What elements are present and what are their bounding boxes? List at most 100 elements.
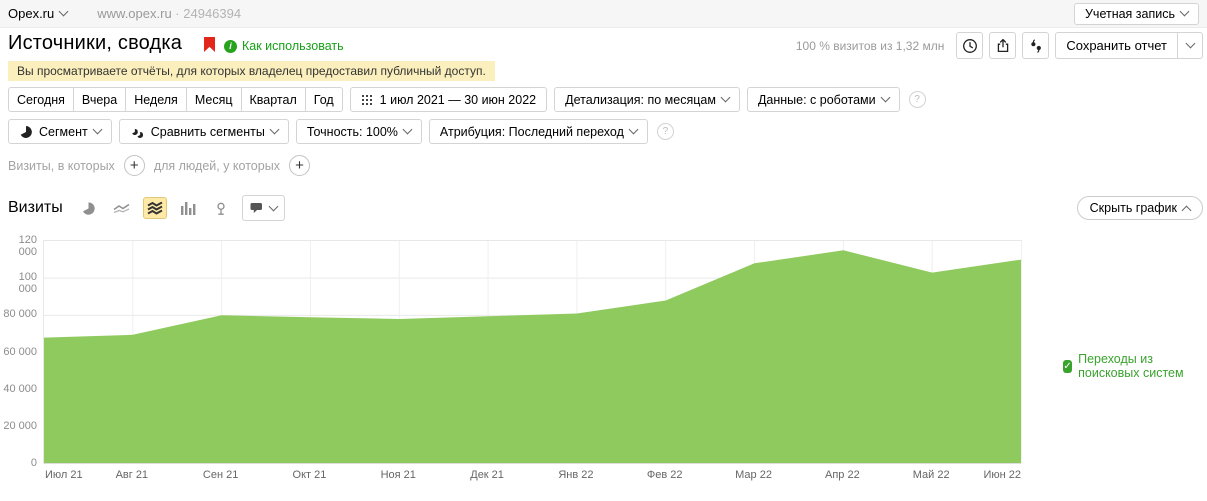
x-tick-label: Дек 21 bbox=[470, 469, 504, 481]
period-button-4[interactable]: Месяц bbox=[185, 87, 242, 112]
chevron-up-icon bbox=[1181, 205, 1192, 215]
account-button[interactable]: Учетная запись bbox=[1073, 2, 1199, 25]
map-view-button[interactable] bbox=[209, 197, 233, 219]
attribution-label: Атрибуция: Последний переход bbox=[439, 124, 624, 139]
droplets-icon bbox=[1031, 39, 1041, 53]
date-range-label: 1 июл 2021 — 30 июн 2022 bbox=[379, 92, 537, 107]
area-series-search-engines[interactable] bbox=[44, 250, 1021, 464]
chart-toolbar: Визиты bbox=[8, 195, 285, 221]
export-icon bbox=[997, 38, 1009, 52]
account-button-label: Учетная запись bbox=[1084, 6, 1175, 21]
history-button[interactable] bbox=[956, 32, 984, 59]
save-report-dropdown[interactable] bbox=[1177, 32, 1203, 59]
linked-counters-button[interactable] bbox=[1022, 32, 1050, 59]
segment-builder-row: Визиты, в которых + для людей, у которых… bbox=[8, 155, 310, 176]
period-button-5[interactable]: Квартал bbox=[240, 87, 306, 112]
pie-chart-icon bbox=[20, 125, 32, 138]
annotations-dropdown[interactable] bbox=[241, 195, 285, 221]
compare-segments-button[interactable]: Сравнить сегменты bbox=[118, 119, 289, 144]
chevron-down-icon bbox=[402, 124, 413, 135]
clock-icon bbox=[962, 38, 977, 53]
topbar: Opex.ru www.opex.ru · 24946394 Учетная з… bbox=[0, 0, 1207, 28]
page-title: Источники, сводка bbox=[8, 32, 183, 54]
x-tick-label: Сен 21 bbox=[202, 469, 239, 481]
y-tick-label: 80 000 bbox=[3, 308, 37, 321]
y-tick-label: 20 000 bbox=[3, 419, 37, 432]
x-tick-label: Июл 21 bbox=[45, 469, 83, 481]
compare-segments-label: Сравнить сегменты bbox=[150, 124, 265, 139]
header-actions: 100 % визитов из 1,32 млн Сохранить отче… bbox=[796, 32, 1203, 59]
people-condition-label: для людей, у которых bbox=[153, 158, 280, 173]
save-report-button[interactable]: Сохранить отчет bbox=[1055, 32, 1178, 59]
segment-filter-row: Сегмент Сравнить сегменты Точность: 100%… bbox=[8, 119, 674, 144]
x-tick-label: Июн 22 bbox=[983, 469, 1021, 481]
chart-plot-area[interactable] bbox=[43, 240, 1022, 464]
period-filter-row: Сегодня Вчера Неделя Месяц Квартал Год 1 июл … bbox=[8, 87, 926, 112]
counter-switcher[interactable]: Opex.ru bbox=[8, 6, 69, 21]
attribution-button[interactable]: Атрибуция: Последний переход bbox=[428, 119, 648, 144]
x-tick-label: Ноя 21 bbox=[380, 469, 416, 481]
chevron-down-icon bbox=[58, 6, 69, 17]
help-icon[interactable]: ? bbox=[908, 91, 926, 108]
line-view-button[interactable] bbox=[110, 197, 134, 219]
data-mode-label: Данные: с роботами bbox=[757, 92, 876, 107]
chart-canvas[interactable] bbox=[44, 241, 1021, 464]
info-icon: i bbox=[224, 39, 237, 53]
x-tick-label: Янв 22 bbox=[558, 469, 594, 481]
add-people-condition-button[interactable]: + bbox=[288, 155, 310, 176]
x-tick-label: Фев 22 bbox=[646, 469, 683, 481]
period-button-3[interactable]: Неделя bbox=[125, 87, 187, 112]
data-mode-button[interactable]: Данные: с роботами bbox=[746, 87, 900, 112]
help-icon[interactable]: ? bbox=[656, 123, 674, 140]
x-tick-label: Апр 22 bbox=[825, 469, 860, 481]
comment-icon bbox=[250, 202, 262, 213]
compare-segments-icon bbox=[131, 128, 143, 138]
public-access-notice: Вы просматриваете отчёты, для которых вл… bbox=[8, 61, 495, 81]
detalization-label: Детализация: по месяцам bbox=[565, 92, 716, 107]
how-to-use-link[interactable]: i Как использовать bbox=[224, 39, 344, 53]
y-tick-label: 40 000 bbox=[3, 382, 37, 395]
pie-view-button[interactable] bbox=[77, 197, 101, 219]
export-button[interactable] bbox=[989, 32, 1017, 59]
x-tick-label: Авг 21 bbox=[115, 469, 149, 481]
visits-condition-label: Визиты, в которых bbox=[8, 158, 115, 173]
sample-info: 100 % визитов из 1,32 млн bbox=[795, 38, 945, 53]
map-pin-icon bbox=[217, 202, 225, 215]
x-tick-label: Окт 21 bbox=[292, 469, 327, 481]
segment-button[interactable]: Сегмент bbox=[8, 119, 112, 144]
legend-item-search-engines[interactable]: ✓ Переходы из поисковых систем bbox=[1063, 352, 1207, 380]
hide-chart-button[interactable]: Скрыть график bbox=[1076, 196, 1203, 220]
chevron-down-icon bbox=[1179, 6, 1190, 17]
visits-chart: 0 20 000 40 000 60 000 80 000 100 000 120 000 … bbox=[0, 234, 1030, 488]
chevron-down-icon bbox=[720, 92, 731, 103]
columns-view-button[interactable] bbox=[176, 197, 200, 219]
stacked-area-chart-icon bbox=[147, 201, 163, 215]
legend-checkbox[interactable]: ✓ bbox=[1063, 359, 1073, 373]
bookmark-icon[interactable] bbox=[204, 37, 215, 52]
x-axis-labels: Июл 21 Авг 21 Сен 21 Окт 21 Ноя 21 Дек 21 Янв … bbox=[43, 469, 1021, 483]
pie-chart-icon bbox=[83, 201, 95, 215]
chevron-down-icon bbox=[628, 124, 639, 135]
segment-label: Сегмент bbox=[39, 124, 88, 139]
stacked-area-view-button[interactable] bbox=[142, 197, 167, 219]
date-range-button[interactable]: 1 июл 2021 — 30 июн 2022 bbox=[349, 87, 548, 112]
y-tick-label: 60 000 bbox=[3, 345, 37, 358]
line-chart-icon bbox=[113, 203, 130, 214]
site-url: www.opex.ru bbox=[97, 6, 172, 21]
chevron-down-icon bbox=[1185, 38, 1195, 49]
period-button-2[interactable]: Вчера bbox=[72, 87, 127, 112]
add-visit-condition-button[interactable]: + bbox=[123, 155, 145, 176]
bar-chart-icon bbox=[180, 202, 196, 215]
detalization-button[interactable]: Детализация: по месяцам bbox=[554, 87, 740, 112]
site-info: www.opex.ru · 24946394 bbox=[97, 6, 241, 21]
chevron-down-icon bbox=[880, 92, 891, 103]
chevron-down-icon bbox=[269, 124, 280, 135]
period-button-6[interactable]: Год bbox=[304, 87, 343, 112]
y-tick-label: 120 000 bbox=[18, 234, 37, 258]
how-to-use-label: Как использовать bbox=[242, 39, 344, 53]
accuracy-button[interactable]: Точность: 100% bbox=[295, 119, 422, 144]
separator-dot: · bbox=[175, 6, 180, 21]
x-tick-label: Мар 22 bbox=[735, 469, 772, 481]
period-button-1[interactable]: Сегодня bbox=[8, 87, 74, 112]
counter-name: Opex.ru bbox=[8, 6, 55, 21]
